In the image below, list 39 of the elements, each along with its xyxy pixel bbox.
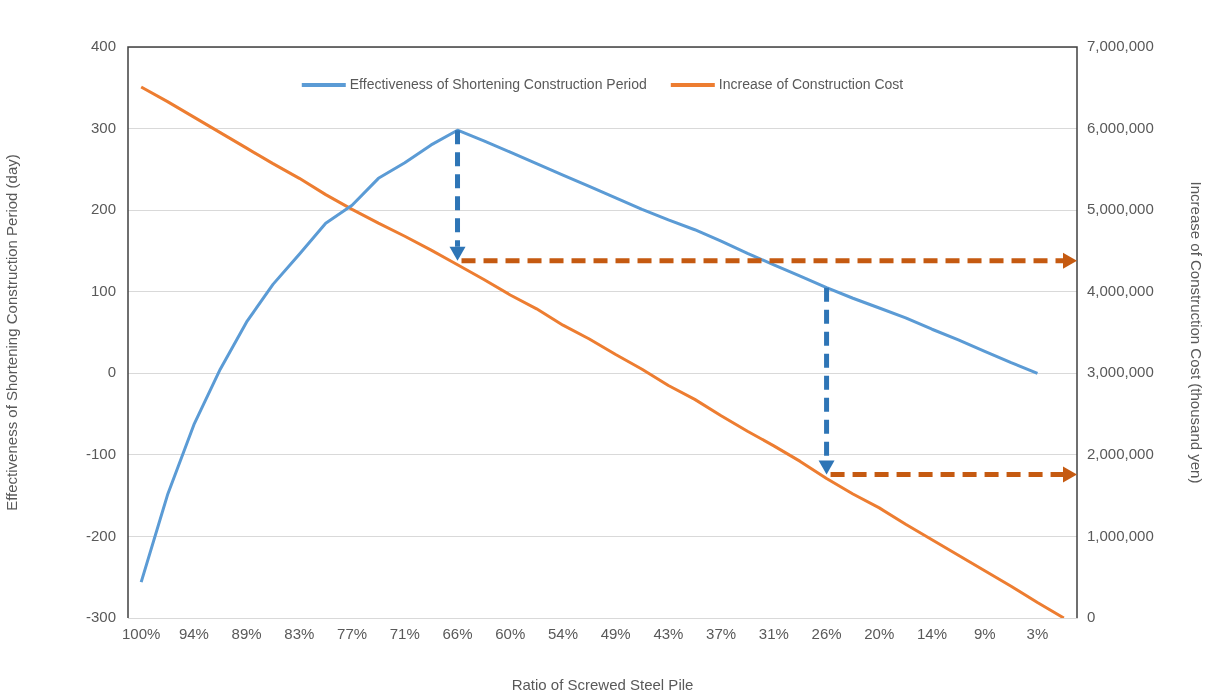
y-axis-title: Effectiveness of Shortening Construction Period (day): [3, 154, 21, 511]
x-tick-label: 94%: [178, 625, 209, 643]
x-tick-label: 20%: [864, 625, 895, 643]
y2-tick-label: 0: [1087, 608, 1096, 626]
y-tick-label: -200: [85, 526, 116, 544]
legend-label: Effectiveness of Shortening Construction Period: [349, 75, 647, 92]
x-tick-label: 9%: [973, 625, 996, 643]
x-tick-label: 83%: [284, 625, 315, 643]
y2-axis-title: Increase of Construction Cost (thousand yen): [1187, 181, 1205, 484]
y-tick-label: -100: [85, 445, 116, 462]
y2-tick-label: 5,000,000: [1087, 200, 1154, 218]
y2-tick-label: 3,000,000: [1087, 363, 1154, 381]
x-tick-label: 31%: [758, 625, 789, 643]
legend-label: Increase of Construction Cost: [718, 75, 904, 92]
y-tick-label: 200: [90, 200, 116, 218]
x-tick-label: 3%: [1026, 625, 1049, 643]
x-tick-label: 49%: [600, 625, 631, 643]
x-tick-label: 66%: [442, 625, 473, 643]
y2-tick-label: 7,000,000: [1087, 37, 1154, 55]
y-tick-label: 400: [90, 37, 116, 55]
x-tick-label: 54%: [547, 625, 578, 643]
x-tick-label: 71%: [389, 625, 420, 643]
x-tick-label: 26%: [811, 625, 842, 643]
x-tick-label: 89%: [231, 625, 262, 643]
y2-tick-label: 4,000,000: [1087, 281, 1154, 299]
y2-tick-label: 1,000,000: [1087, 526, 1154, 544]
y-tick-label: -300: [85, 608, 116, 626]
x-tick-label: 14%: [917, 625, 948, 643]
y-tick-label: 0: [107, 363, 116, 381]
x-tick-label: 100%: [121, 625, 161, 643]
x-axis-title: Ratio of Screwed Steel Pile: [511, 676, 694, 694]
y2-tick-label: 2,000,000: [1087, 445, 1154, 462]
y-tick-label: 300: [90, 118, 116, 136]
y2-tick-label: 6,000,000: [1087, 118, 1154, 136]
x-tick-label: 43%: [653, 625, 684, 643]
y-tick-label: 100: [90, 281, 116, 299]
x-tick-label: 60%: [495, 625, 526, 643]
x-tick-label: 77%: [337, 625, 368, 643]
x-tick-label: 37%: [706, 625, 737, 643]
